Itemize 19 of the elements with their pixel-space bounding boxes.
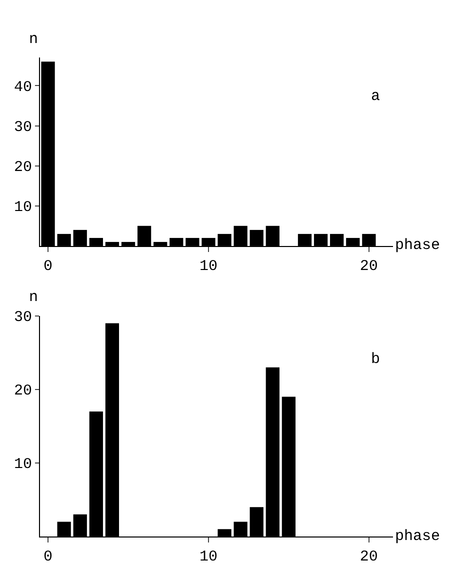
- x-tick-label: 0: [44, 258, 53, 275]
- y-tick-label: 10: [14, 456, 32, 474]
- y-tick-label: 10: [14, 199, 32, 216]
- annotation: a: [371, 88, 380, 105]
- x-tick-label: 10: [199, 548, 218, 566]
- x-axis-title: phase: [395, 528, 440, 545]
- x-tick-label: 20: [360, 548, 378, 566]
- y-tick-label: 20: [14, 159, 32, 176]
- y-axis-title: n: [29, 31, 38, 48]
- annotation: b: [371, 351, 380, 368]
- x-axis-title: phase: [395, 237, 440, 254]
- y-axis-title: n: [29, 289, 38, 306]
- x-tick-label: 10: [199, 258, 218, 275]
- y-tick-label: 30: [14, 309, 32, 326]
- y-tick-label: 40: [14, 78, 32, 96]
- y-tick-label: 30: [14, 119, 32, 136]
- x-tick-label: 20: [360, 258, 378, 275]
- x-tick-label: 0: [44, 548, 53, 566]
- y-tick-label: 20: [14, 382, 32, 400]
